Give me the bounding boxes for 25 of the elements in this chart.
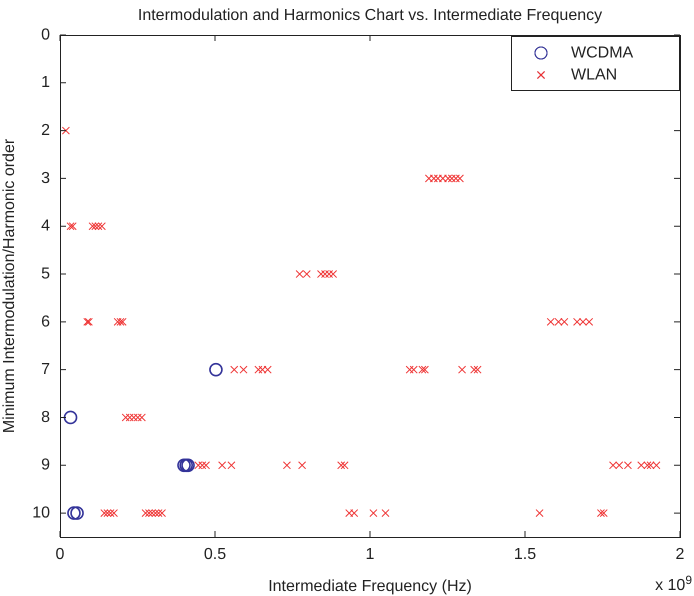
point: [67, 506, 81, 520]
x-tick-label: 1.5: [514, 546, 536, 564]
x-tick-label: 1: [366, 546, 375, 564]
x-tick-label: 0: [56, 546, 65, 564]
chart-title: Intermodulation and Harmonics Chart vs. Intermediate Frequency: [138, 7, 602, 24]
y-tick-label: 10: [32, 504, 50, 522]
point: [209, 362, 223, 376]
y-axis-title: Minimum Intermodulation/Harmonic order: [1, 138, 18, 434]
legend-label: WCDMA: [571, 44, 634, 62]
y-tick-label: 3: [41, 170, 50, 187]
y-tick-label: 6: [41, 313, 50, 330]
y-tick-label: 2: [41, 122, 50, 140]
point: [64, 410, 78, 424]
y-tick-label: 5: [41, 265, 50, 282]
y-tick-label: 1: [41, 74, 50, 92]
y-tick-label: 4: [41, 218, 50, 235]
x-tick-label: 0.5: [204, 546, 226, 564]
y-tick-label: 7: [41, 361, 50, 378]
point: [70, 506, 84, 520]
x-tick-label: 2: [676, 546, 685, 564]
y-tick-label: 0: [41, 26, 50, 44]
y-tick-label: 8: [41, 408, 50, 426]
y-tick-label: 9: [41, 456, 50, 474]
legend-label: WLAN: [571, 66, 618, 84]
x-axis-title: Intermediate Frequency (Hz): [268, 578, 472, 595]
